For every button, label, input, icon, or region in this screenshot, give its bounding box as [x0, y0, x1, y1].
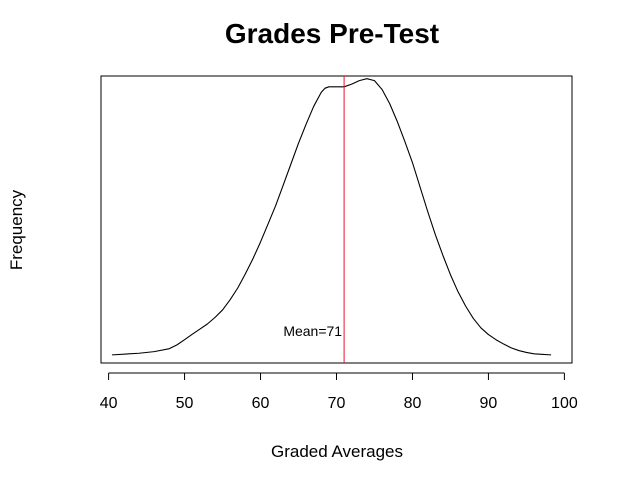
x-tick-label: 100: [551, 395, 578, 412]
x-tick-label: 40: [100, 395, 118, 412]
chart-title: Grades Pre-Test: [225, 18, 439, 49]
x-tick-label: 70: [328, 395, 346, 412]
y-axis-label: Frequency: [7, 189, 26, 270]
mean-label: Mean=71: [283, 323, 342, 339]
x-tick-label: 50: [176, 395, 194, 412]
x-tick-label: 80: [404, 395, 422, 412]
density-curve: [111, 78, 552, 356]
plot-frame: [100, 75, 573, 364]
x-axis: 40 50 60 70 80 90 100: [100, 372, 578, 412]
x-tick-label: 90: [480, 395, 498, 412]
x-tick-label: 60: [252, 395, 270, 412]
x-axis-label: Graded Averages: [271, 442, 403, 461]
